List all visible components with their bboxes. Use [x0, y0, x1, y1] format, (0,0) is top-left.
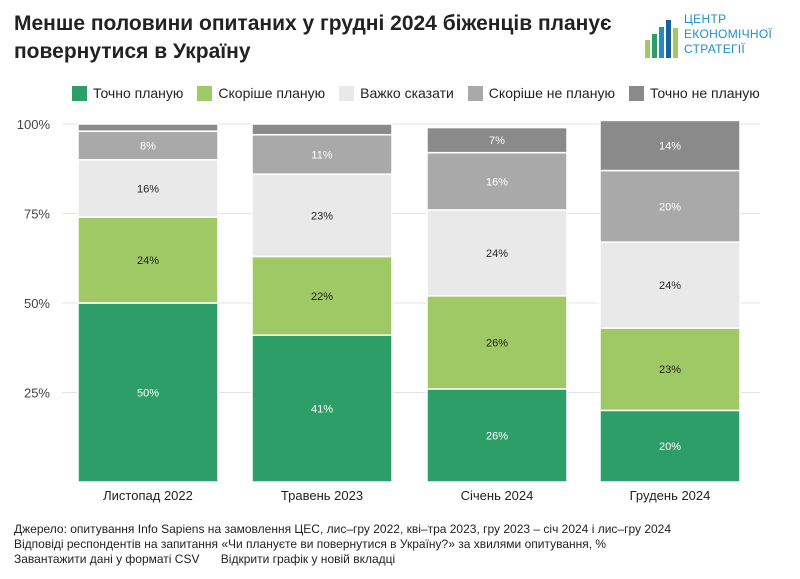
bar-segment — [251, 255, 393, 336]
bar-segment — [77, 216, 219, 304]
data-label: 20% — [659, 201, 681, 213]
x-tick-label: Травень 2023 — [281, 488, 363, 503]
data-label: 24% — [137, 255, 159, 267]
question-note: Відповіді респондентів на запитання «Чи … — [14, 537, 607, 551]
stacked-bar-chart: 25% 50% 75% 100% 50% 24% 16% 8% Листопад 2022 41%… — [17, 117, 760, 503]
logo-line-1: ЦЕНТР — [684, 12, 727, 26]
y-tick-label: 75% — [24, 207, 50, 222]
data-label: 14% — [659, 140, 681, 152]
bar-segment — [426, 126, 568, 154]
chart-title: Менше половини опитаних у грудні 2024 бі… — [14, 12, 612, 63]
bar-segment — [251, 123, 393, 136]
data-label: 41% — [311, 404, 333, 416]
bar-segment — [599, 327, 741, 412]
bar-segment — [251, 334, 393, 483]
download-csv-link[interactable]: Завантажити дані у форматі CSV — [14, 552, 200, 566]
bar-segment — [426, 388, 568, 483]
legend-item-rather-plan: Скоріше планую — [197, 85, 325, 101]
legend-swatch — [72, 85, 87, 101]
y-tick-label: 25% — [24, 386, 50, 401]
chart-footer: Джерело: опитування Info Sapiens на замо… — [14, 522, 671, 567]
legend-swatch — [197, 85, 213, 101]
bar-segment — [251, 173, 393, 258]
y-tick-label: 100% — [17, 117, 51, 132]
chart-legend: Точно планую Скоріше планую Важко сказат… — [72, 85, 774, 101]
data-label: 50% — [137, 388, 159, 400]
source-note: Джерело: опитування Info Sapiens на замо… — [14, 522, 672, 536]
legend-item-rather-not-plan: Скоріше не планую — [467, 85, 615, 101]
data-label: 22% — [311, 291, 333, 303]
ces-logo: ЦЕНТР ЕКОНОМІЧНОЇ СТРАТЕГІЇ — [644, 12, 794, 62]
bar-segment — [426, 151, 568, 211]
bar-segment — [599, 169, 741, 243]
logo-line-2: ЕКОНОМІЧНОЇ — [684, 27, 773, 41]
data-label: 24% — [659, 280, 681, 292]
legend-label: Скоріше не планую — [488, 85, 615, 101]
x-tick-label: Листопад 2022 — [103, 488, 193, 503]
legend-item-definitely-not-plan: Точно не планую — [628, 85, 760, 101]
data-label: 20% — [659, 441, 681, 453]
logo-line-3: СТРАТЕГІЇ — [684, 42, 746, 56]
bar-segment — [599, 119, 741, 172]
data-label: 23% — [311, 210, 333, 222]
data-label: 26% — [486, 337, 508, 349]
data-label: 8% — [140, 140, 156, 152]
legend-item-hard-to-say: Важко сказати — [339, 85, 454, 101]
bar-segment — [251, 133, 393, 175]
legend-swatch — [467, 85, 483, 101]
data-label: 11% — [311, 149, 332, 161]
open-new-tab-link[interactable]: Відкрити графік у новій вкладці — [220, 552, 396, 566]
data-label: 23% — [659, 364, 681, 376]
data-label: 26% — [486, 430, 508, 442]
logo-bars-icon — [645, 20, 678, 58]
legend-label: Точно планую — [93, 85, 184, 101]
x-tick-label: Січень 2024 — [461, 488, 534, 503]
data-label: 16% — [486, 176, 508, 188]
legend-item-definitely-plan: Точно планую — [72, 85, 183, 101]
legend-label: Важко сказати — [360, 85, 454, 101]
bar-segment — [426, 209, 568, 297]
data-label: 16% — [137, 183, 159, 195]
legend-swatch — [339, 85, 355, 101]
bar-segment — [599, 241, 741, 329]
bar-segment — [77, 123, 219, 132]
data-label: 24% — [486, 248, 508, 260]
bar-segment — [77, 130, 219, 161]
legend-label: Скоріше планую — [218, 85, 326, 101]
x-tick-label: Грудень 2024 — [630, 488, 711, 503]
bar-segment — [77, 302, 219, 483]
legend-label: Точно не планую — [649, 85, 760, 101]
legend-swatch — [628, 85, 644, 101]
y-tick-label: 50% — [24, 296, 50, 311]
data-label: 7% — [489, 135, 505, 147]
